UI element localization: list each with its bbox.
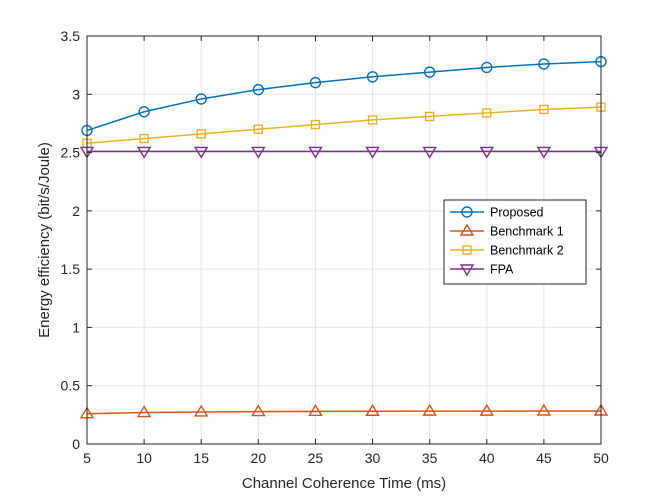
x-tick-label: 30 — [365, 450, 381, 466]
series-line-benchmark-1 — [86, 410, 601, 415]
legend-entry-proposed: Proposed — [450, 206, 544, 220]
data-point-proposed — [538, 58, 550, 70]
y-tick-label: 2.5 — [61, 145, 81, 161]
legend-marker-fpa — [459, 264, 475, 277]
series-line-benchmark-2 — [86, 106, 602, 144]
legend-box — [443, 199, 587, 285]
data-point-benchmark-2 — [310, 119, 321, 130]
tick-labels: 5 10 15 20 25 30 35 40 45 50 0 0.5 1 1.5 2 2.5 3 3.5 — [61, 28, 609, 466]
x-tick-label: 45 — [536, 450, 552, 466]
x-tick-label: 50 — [593, 450, 609, 466]
legend: Proposed Benchmark 1 Benchmark 2 FPA — [443, 199, 587, 285]
y-tick-label: 2 — [72, 203, 80, 219]
x-tick-label: 20 — [251, 450, 267, 466]
series-benchmark-1 — [79, 403, 609, 419]
data-point-fpa — [308, 146, 323, 159]
x-tick-label: 5 — [83, 450, 91, 466]
data-point-benchmark-1 — [536, 403, 552, 416]
data-point-fpa — [365, 146, 380, 159]
series-fpa — [79, 146, 609, 159]
data-point-fpa — [136, 146, 152, 159]
data-point-proposed — [423, 66, 436, 78]
x-tick-label: 35 — [422, 450, 438, 466]
data-point-benchmark-2 — [424, 111, 435, 122]
legend-entry-fpa: FPA — [450, 263, 514, 277]
legend-label-benchmark-2: Benchmark 2 — [490, 244, 564, 258]
y-tick-label: 3 — [72, 86, 80, 102]
data-point-fpa — [251, 146, 266, 159]
data-point-benchmark-2 — [196, 129, 206, 139]
x-tick-label: 25 — [308, 450, 324, 466]
legend-entry-benchmark-1: Benchmark 1 — [450, 223, 564, 239]
data-point-fpa — [422, 146, 437, 159]
x-tick-label: 10 — [136, 450, 152, 466]
y-tick-label: 1 — [72, 319, 80, 335]
legend-marker-benchmark-1 — [459, 223, 475, 236]
data-point-proposed — [252, 83, 265, 96]
data-point-benchmark-1 — [422, 403, 437, 416]
data-point-benchmark-1 — [193, 404, 209, 417]
data-point-benchmark-1 — [251, 404, 266, 417]
y-tick-label: 1.5 — [61, 261, 81, 277]
data-point-benchmark-1 — [136, 405, 152, 418]
series-benchmark-2 — [82, 102, 606, 148]
legend-label-fpa: FPA — [490, 263, 514, 277]
data-point-benchmark-2 — [367, 115, 378, 125]
x-tick-label: 15 — [193, 450, 209, 466]
series-layer — [79, 55, 609, 419]
axes-box — [86, 35, 602, 445]
data-point-proposed — [366, 71, 379, 83]
legend-marker-benchmark-2 — [462, 245, 472, 255]
x-tick-label: 40 — [479, 450, 495, 466]
data-point-benchmark-2 — [253, 124, 264, 134]
data-point-proposed — [138, 106, 150, 118]
data-point-benchmark-2 — [539, 104, 549, 115]
data-point-benchmark-1 — [365, 403, 380, 416]
data-point-proposed — [309, 76, 322, 89]
data-point-benchmark-2 — [139, 133, 149, 144]
data-point-proposed — [195, 93, 207, 105]
data-point-fpa — [479, 146, 495, 159]
legend-marker-proposed — [461, 206, 473, 218]
legend-entry-benchmark-2: Benchmark 2 — [450, 244, 564, 258]
data-point-benchmark-1 — [479, 403, 495, 416]
y-tick-label: 3.5 — [61, 28, 81, 44]
y-tick-label: 0 — [72, 436, 80, 452]
data-point-proposed — [481, 61, 493, 74]
data-point-fpa — [193, 146, 209, 159]
y-tick-label: 0.5 — [61, 378, 81, 394]
data-point-benchmark-2 — [482, 108, 492, 118]
series-line-proposed — [86, 60, 602, 132]
tick-marks — [86, 35, 602, 445]
data-point-fpa — [536, 146, 552, 159]
data-point-benchmark-1 — [308, 403, 323, 417]
legend-label-proposed: Proposed — [490, 206, 544, 220]
y-axis-label: Energy efficiency (bit/s/Joule) — [36, 142, 53, 338]
x-axis-label: Channel Coherence Time (ms) — [242, 475, 446, 492]
legend-label-benchmark-1: Benchmark 1 — [490, 225, 564, 239]
